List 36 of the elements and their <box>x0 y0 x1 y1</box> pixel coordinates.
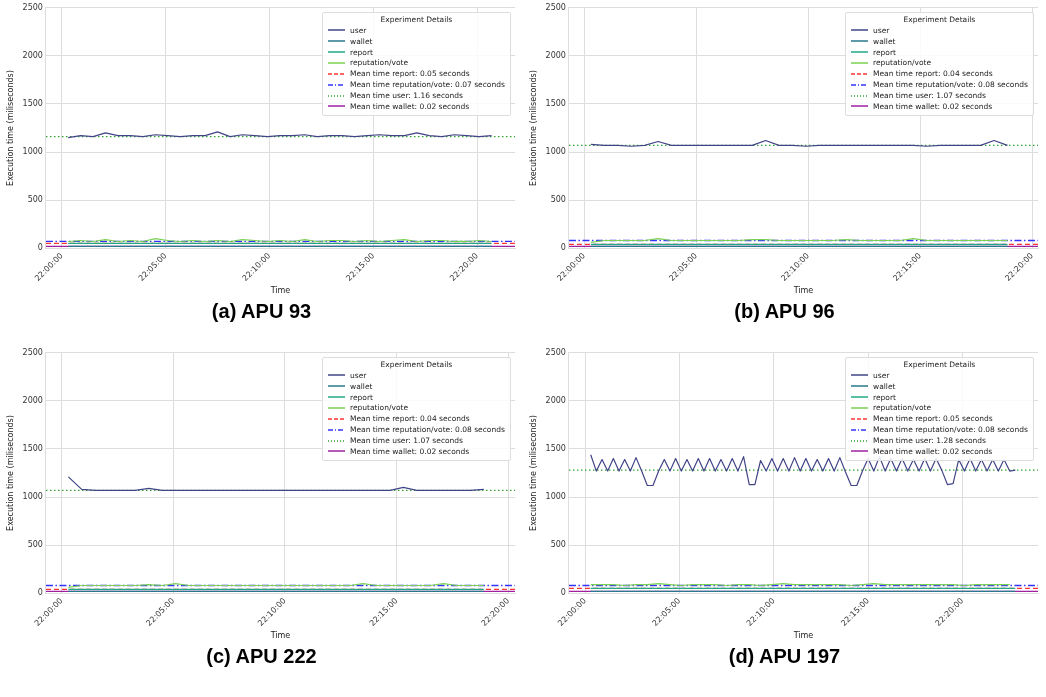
y-tick-label: 2500 <box>545 2 566 12</box>
y-tick-label: 1500 <box>545 444 566 454</box>
y-tick-label: 500 <box>550 540 566 550</box>
y-tick-label: 2500 <box>22 347 43 357</box>
y-tick-label: 500 <box>27 195 43 205</box>
y-tick-label: 1500 <box>22 444 43 454</box>
text: (d) APU 197 <box>727 645 842 668</box>
x-axis-title: Time <box>792 286 814 296</box>
y-tick-label: 1500 <box>545 99 566 109</box>
y-tick-label: 2500 <box>22 2 43 12</box>
y-axis-title: Execution time (miliseconds) <box>5 415 15 531</box>
y-tick-label: 0 <box>37 243 43 253</box>
text: (a) APU 93 <box>210 300 313 323</box>
y-tick-label: 0 <box>560 588 566 598</box>
text: (c) APU 222 <box>205 645 318 668</box>
y-axis-title: Execution time (miliseconds) <box>5 70 15 186</box>
y-tick-label: 1000 <box>22 492 43 502</box>
text: (b) APU 96 <box>733 300 836 323</box>
y-tick-label: 1500 <box>22 99 43 109</box>
x-axis-title: Time <box>269 286 291 296</box>
y-tick-label: 1000 <box>545 492 566 502</box>
y-tick-label: 2500 <box>545 347 566 357</box>
y-axis-title: Execution time (miliseconds) <box>528 415 538 531</box>
y-axis-title: Execution time (miliseconds) <box>528 70 538 186</box>
y-tick-label: 1000 <box>545 147 566 157</box>
y-tick-label: 500 <box>27 540 43 550</box>
y-tick-label: 1000 <box>22 147 43 157</box>
y-tick-label: 500 <box>550 195 566 205</box>
y-tick-label: 2000 <box>22 395 43 405</box>
y-tick-label: 2000 <box>22 50 43 60</box>
x-axis-title: Time <box>269 631 291 641</box>
y-tick-label: 2000 <box>545 395 566 405</box>
y-tick-label: 0 <box>560 243 566 253</box>
y-tick-label: 0 <box>37 588 43 598</box>
x-axis-title: Time <box>792 631 814 641</box>
y-tick-label: 2000 <box>545 50 566 60</box>
